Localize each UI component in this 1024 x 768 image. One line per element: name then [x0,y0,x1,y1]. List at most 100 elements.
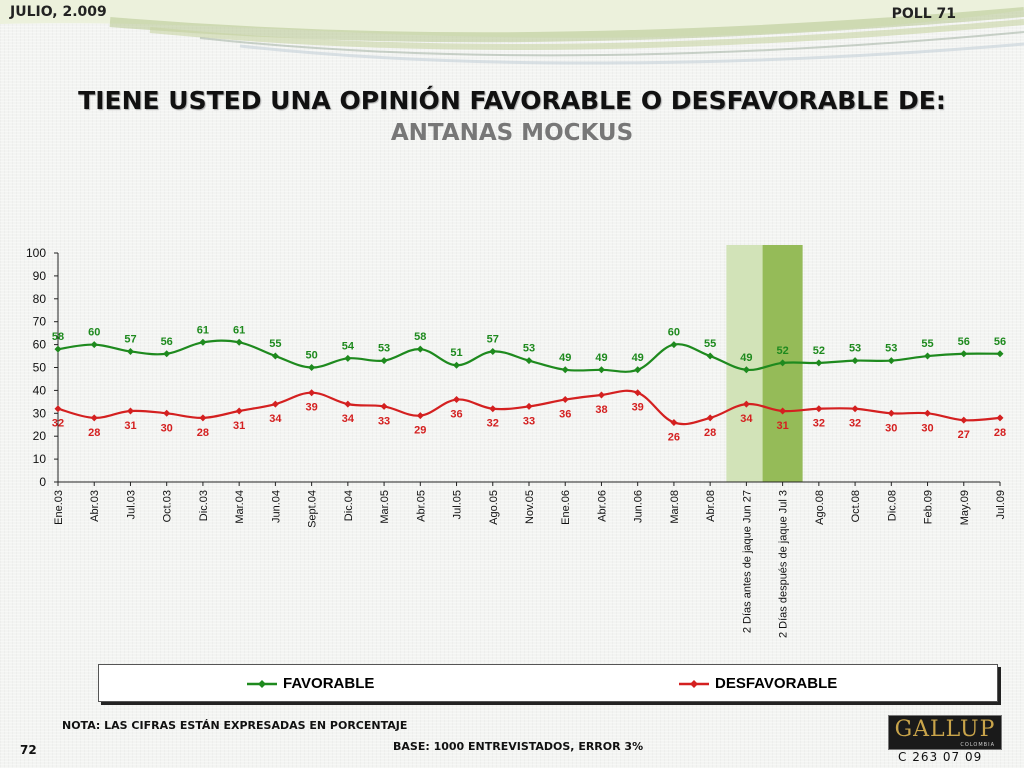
legend-item-favorable: FAVORABLE [247,675,374,692]
x-tick-label: Mar.08 [669,490,681,524]
data-point-desfavorable [742,400,750,408]
gallup-logo: GALLUP COLOMBIA [888,715,1002,750]
page-title: TIENE USTED UNA OPINIÓN FAVORABLE O DESF… [78,86,946,115]
data-point-favorable [489,347,497,355]
data-label-desfavorable: 30 [921,422,933,434]
data-label-desfavorable: 34 [342,413,355,425]
data-point-favorable [742,366,750,374]
data-label-desfavorable: 27 [958,429,970,441]
data-point-favorable [199,338,207,346]
data-label-favorable: 60 [88,327,100,339]
data-label-favorable: 55 [921,338,933,350]
data-label-desfavorable: 39 [632,402,644,414]
data-label-desfavorable: 32 [487,418,499,430]
data-label-desfavorable: 32 [52,418,64,430]
poll-label: POLL 71 [891,6,956,22]
data-point-desfavorable [561,396,569,404]
x-tick-label: Sept.04 [307,490,319,528]
data-point-favorable [887,357,895,365]
y-axis: 0 10 20 30 40 50 60 70 80 90 100 [26,246,59,489]
data-point-desfavorable [271,400,279,408]
data-label-favorable: 61 [233,324,245,336]
x-tick-label: Mar.05 [379,490,391,524]
highlight-band [726,245,767,482]
y-tick-label: 0 [39,475,46,489]
y-tick-label: 50 [33,361,47,375]
footer-code: C 263 07 09 [898,750,983,764]
y-tick-label: 80 [33,292,47,306]
data-point-desfavorable [90,414,98,422]
data-point-desfavorable [960,416,968,424]
desfavorable-marker-icon [679,679,709,688]
data-label-favorable: 55 [704,338,716,350]
data-label-desfavorable: 34 [269,413,282,425]
data-point-desfavorable [924,409,932,417]
x-tick-label: Abr.08 [705,490,717,522]
data-point-favorable [670,341,678,349]
x-tick-label: 2 Días antes de jaque Jun 27 [741,490,753,633]
data-point-favorable [851,357,859,365]
data-point-favorable [706,352,714,360]
data-label-favorable: 58 [414,331,426,343]
data-point-favorable [235,338,243,346]
data-point-favorable [924,352,932,360]
data-point-desfavorable [380,402,388,410]
data-point-favorable [271,352,279,360]
data-point-favorable [416,345,424,353]
x-tick-label: Oct.03 [162,490,174,522]
y-tick-label: 100 [26,246,46,260]
data-point-desfavorable [453,396,461,404]
data-point-desfavorable [54,405,62,413]
data-label-desfavorable: 28 [994,427,1006,439]
y-tick-label: 10 [33,452,47,466]
x-tick-label: Abr.05 [415,490,427,522]
data-point-favorable [126,347,134,355]
favorable-marker-icon [247,679,277,688]
data-point-desfavorable [634,389,642,397]
data-point-favorable [54,345,62,353]
data-label-desfavorable: 32 [849,418,861,430]
x-tick-label: Abr.06 [596,490,608,522]
data-label-favorable: 54 [342,340,355,352]
x-tick-label: Dic.04 [343,490,355,521]
data-label-favorable: 61 [197,324,209,336]
data-point-favorable [634,366,642,374]
data-label-desfavorable: 28 [704,427,716,439]
data-label-favorable: 56 [958,336,970,348]
data-label-desfavorable: 39 [305,402,317,414]
x-tick-label: Nov.05 [524,490,536,524]
data-point-desfavorable [235,407,243,415]
data-point-desfavorable [597,391,605,399]
data-point-favorable [90,341,98,349]
x-tick-label: Ago.05 [488,490,500,525]
data-label-favorable: 51 [450,347,462,359]
x-tick-label: Jul.03 [125,490,137,519]
data-point-desfavorable [706,414,714,422]
data-label-favorable: 53 [378,343,390,355]
data-point-favorable [344,354,352,362]
x-tick-label: Oct.08 [850,490,862,522]
data-label-favorable: 53 [849,343,861,355]
data-label-desfavorable: 36 [559,409,571,421]
data-point-desfavorable [199,414,207,422]
data-point-favorable [561,366,569,374]
data-label-desfavorable: 26 [668,431,680,443]
x-tick-label: Mar.04 [234,490,246,524]
data-point-desfavorable [344,400,352,408]
data-label-favorable: 52 [813,345,825,357]
y-tick-label: 60 [33,338,47,352]
data-label-desfavorable: 31 [233,420,245,432]
logo-text: GALLUP [894,717,996,742]
y-tick-label: 20 [33,429,47,443]
data-label-favorable: 57 [487,333,499,345]
data-point-desfavorable [779,407,787,415]
data-label-favorable: 56 [994,336,1006,348]
footer-base: BASE: 1000 ENTREVISTADOS, ERROR 3% [393,740,644,753]
data-point-desfavorable [126,407,134,415]
data-point-desfavorable [851,405,859,413]
data-point-favorable [597,366,605,374]
legend-label-favorable: FAVORABLE [283,675,375,692]
data-point-desfavorable [887,409,895,417]
x-tick-label: Dic.03 [198,490,210,521]
data-label-desfavorable: 28 [197,427,209,439]
